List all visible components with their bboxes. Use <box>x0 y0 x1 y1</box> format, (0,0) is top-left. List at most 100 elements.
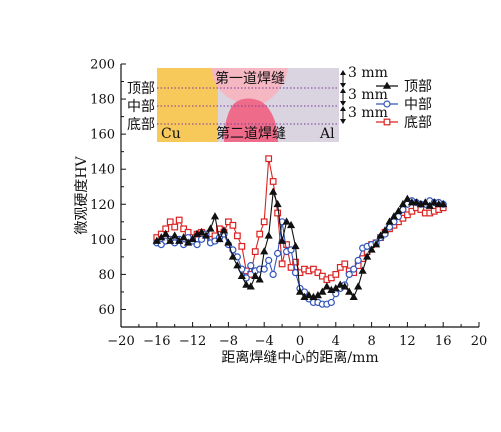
cu-region <box>157 68 218 142</box>
x-axis-label: 距离焊缝中心的距离/mm <box>221 349 378 366</box>
dimension-label-1: 3 mm <box>348 65 388 81</box>
data-point <box>179 233 188 241</box>
weld-schematic-inset: 第一道焊缝 第二道焊缝 Cu Al 顶部 中部 底部 3 mm 3 mm 3 m… <box>127 65 388 142</box>
data-point <box>318 272 326 280</box>
data-point <box>304 291 314 299</box>
y-tick-label: 180 <box>90 93 115 108</box>
data-point <box>318 287 327 295</box>
data-point <box>295 287 305 295</box>
x-tick-label: −16 <box>143 334 170 349</box>
data-point <box>430 198 439 206</box>
data-point <box>327 298 335 307</box>
data-point <box>340 282 349 290</box>
y-tick-label: 100 <box>90 233 115 248</box>
data-point <box>385 217 394 225</box>
data-point <box>273 199 282 208</box>
first-pass-label: 第一道焊缝 <box>215 70 285 87</box>
data-point <box>269 270 277 278</box>
x-tick-label: 12 <box>399 334 416 349</box>
x-tick-label: 0 <box>296 334 304 349</box>
x-tick-label: −12 <box>179 334 206 349</box>
data-point <box>350 265 358 273</box>
data-point <box>331 284 340 292</box>
dimension-marks <box>340 70 346 124</box>
data-point <box>171 223 179 231</box>
y-tick-label: 140 <box>90 163 115 178</box>
legend-label: 中部 <box>404 97 432 113</box>
data-point <box>376 231 385 239</box>
data-point <box>264 231 273 239</box>
dim-arrow-down <box>340 101 346 106</box>
y-tick-label: 60 <box>98 303 115 318</box>
data-point <box>291 241 300 250</box>
data-point <box>322 282 331 290</box>
data-point <box>287 263 295 271</box>
x-tick-label: −20 <box>107 334 134 349</box>
axes: −20 −16 −12 −8 −4 0 4 8 12 16 20 60 80 100 120 140 160 18… <box>90 58 487 350</box>
series-layer <box>152 155 448 308</box>
data-point <box>310 265 317 273</box>
dim-arrow-up <box>340 88 346 93</box>
data-point <box>247 262 255 270</box>
data-point <box>184 238 193 246</box>
data-point <box>193 240 201 249</box>
data-point <box>224 238 233 246</box>
data-point <box>229 221 237 229</box>
data-point <box>269 187 278 195</box>
row-label-middle: 中部 <box>127 99 155 115</box>
data-point <box>228 252 237 260</box>
data-point <box>345 270 353 278</box>
data-point <box>166 236 175 244</box>
data-point <box>278 260 286 268</box>
data-point <box>278 236 287 244</box>
data-point <box>219 226 229 234</box>
legend-marker <box>382 81 392 89</box>
data-point <box>336 280 345 288</box>
data-point <box>233 232 241 240</box>
data-point <box>265 256 273 264</box>
y-tick-label: 160 <box>90 128 115 143</box>
data-point <box>251 271 260 279</box>
data-point <box>439 199 448 208</box>
data-point <box>403 194 412 202</box>
data-point <box>233 261 242 269</box>
data-point <box>274 249 282 257</box>
legend-label: 底部 <box>404 115 432 131</box>
first-pass-weld-zone <box>212 68 288 105</box>
data-point <box>363 252 372 260</box>
data-point <box>327 274 335 282</box>
x-tick-label: 4 <box>332 334 340 349</box>
data-point <box>175 216 183 224</box>
data-point <box>216 225 223 233</box>
data-point <box>282 217 291 225</box>
data-point <box>237 271 246 279</box>
data-point <box>313 291 322 299</box>
dim-arrow-up <box>340 70 346 75</box>
data-point <box>201 231 211 239</box>
data-point <box>398 199 408 208</box>
data-point <box>260 218 268 226</box>
series-2 <box>153 155 447 284</box>
series-0 <box>152 187 448 300</box>
y-tick-label: 200 <box>90 58 115 73</box>
data-point <box>404 211 411 219</box>
data-point <box>260 247 269 255</box>
data-point <box>175 236 184 244</box>
row-label-top: 顶部 <box>127 81 155 97</box>
data-point <box>283 241 290 248</box>
data-point <box>332 271 340 278</box>
legend-label: 顶部 <box>404 79 432 95</box>
dim-arrow-up <box>340 106 346 111</box>
data-point <box>197 227 206 236</box>
data-point <box>354 256 362 264</box>
second-pass-label: 第二道焊缝 <box>216 125 286 142</box>
data-point <box>251 248 259 256</box>
data-point <box>206 224 215 232</box>
data-point <box>408 207 416 215</box>
data-point <box>358 266 367 274</box>
row-marker-lines <box>157 87 339 125</box>
dim-arrow-down <box>340 119 346 124</box>
data-point <box>246 282 255 290</box>
